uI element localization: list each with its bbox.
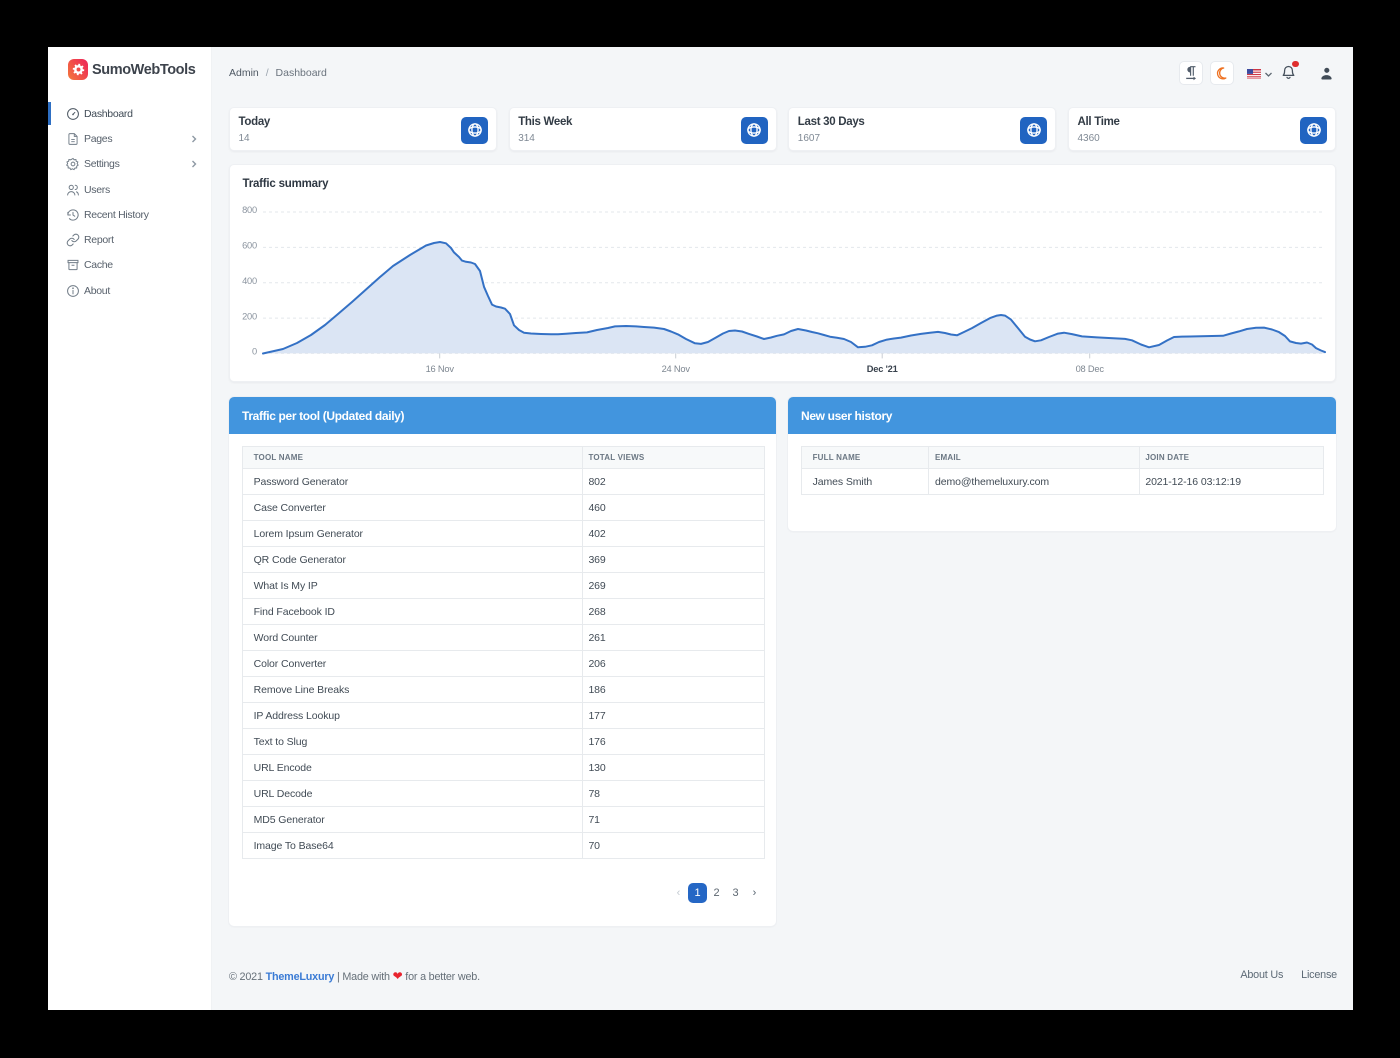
svg-text:Dec '21: Dec '21 [867,364,898,374]
svg-text:200: 200 [242,311,257,321]
svg-text:0: 0 [252,347,257,357]
svg-text:16 Nov: 16 Nov [426,364,455,374]
svg-text:800: 800 [242,205,257,215]
svg-text:08 Dec: 08 Dec [1076,364,1105,374]
svg-text:400: 400 [242,276,257,286]
svg-text:600: 600 [242,241,257,251]
svg-text:24 Nov: 24 Nov [662,364,691,374]
